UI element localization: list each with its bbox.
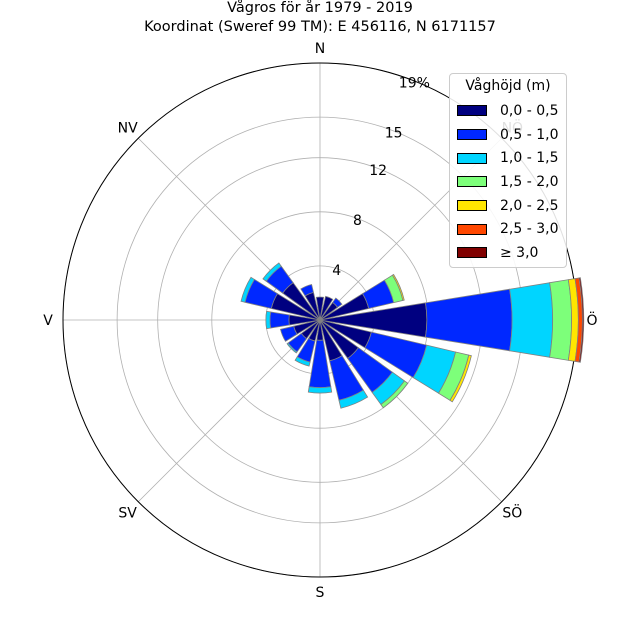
direction-label: SÖ (502, 503, 522, 521)
direction-label: SV (118, 505, 137, 521)
rose-bars (240, 262, 585, 409)
legend-item: ≥ 3,0 (457, 241, 566, 265)
legend-item: 1,5 - 2,0 (457, 170, 566, 194)
legend-swatch (457, 223, 487, 235)
rose-bar-segment (280, 325, 298, 342)
radial-tick-label: 4 (332, 263, 341, 279)
legend-swatch (457, 176, 487, 188)
grid-spoke (137, 319, 321, 503)
rose-bar-segment (549, 279, 572, 361)
radial-tick-label: 8 (353, 213, 362, 229)
legend-label: 0,5 - 1,0 (500, 126, 559, 143)
rose-bar-segment (449, 354, 472, 403)
legend-label: 0,0 - 0,5 (500, 102, 559, 119)
radial-tick-label: 19% (399, 76, 430, 92)
rose-bar-segment (380, 380, 409, 409)
rose-bar-segment (319, 295, 334, 321)
rose-bar-segment (578, 277, 585, 363)
rose-bar-segment (391, 273, 405, 301)
legend-swatch (457, 152, 487, 164)
radial-tick-label: 15 (385, 126, 403, 142)
direction-label: S (316, 585, 325, 601)
legend-swatch (457, 129, 487, 141)
rose-bar-segment (307, 386, 333, 394)
legend-item: 1,0 - 1,5 (457, 146, 566, 170)
legend-swatch (457, 105, 487, 117)
legend-swatch (457, 200, 487, 212)
rose-bar-segment (269, 311, 290, 329)
direction-label: V (43, 313, 53, 329)
rose-bar-segment (286, 342, 298, 354)
rose-bar-segment (262, 262, 282, 282)
legend: Våghöjd (m) 0,0 - 0,5 0,5 - 1,0 1,0 - 1,5 1… (449, 73, 567, 268)
direction-label: Ö (586, 311, 597, 329)
legend-item: 0,0 - 0,5 (457, 99, 566, 123)
legend-label: 2,5 - 3,0 (500, 221, 559, 238)
legend-swatch (457, 247, 487, 259)
legend-item: 2,0 - 2,5 (457, 194, 566, 218)
legend-item: 2,5 - 3,0 (457, 217, 566, 241)
chart-title-block: Vågros för år 1979 - 2019 Koordinat (Swe… (0, 0, 640, 37)
legend-title: Våghöjd (m) (465, 78, 551, 94)
rose-bar-segment (332, 297, 343, 308)
rose-bar-segment (315, 296, 325, 321)
radial-tick-label: 12 (369, 163, 387, 179)
direction-label: NV (118, 121, 138, 137)
rose-bar-segment (300, 283, 314, 297)
chart-subtitle: Koordinat (Sweref 99 TM): E 456116, N 61… (144, 19, 496, 35)
rose-bar-segment (425, 288, 513, 352)
direction-label: N (315, 41, 325, 57)
legend-items: 0,0 - 0,5 0,5 - 1,0 1,0 - 1,5 1,5 - 2,0 2,0 … (450, 99, 566, 265)
rose-bar-segment (294, 356, 311, 367)
legend-label: 2,0 - 2,5 (500, 197, 559, 214)
legend-label: 1,0 - 1,5 (500, 150, 559, 167)
rose-bar-segment (240, 276, 255, 303)
legend-label: 1,5 - 2,0 (500, 173, 559, 190)
legend-label: ≥ 3,0 (500, 244, 539, 261)
rose-bar-segment (338, 389, 369, 409)
rose-bar-segment (265, 310, 272, 330)
rose-bar-segment (509, 282, 554, 358)
chart-title: Vågros för år 1979 - 2019 (227, 0, 413, 16)
legend-item: 0,5 - 1,0 (457, 123, 566, 147)
